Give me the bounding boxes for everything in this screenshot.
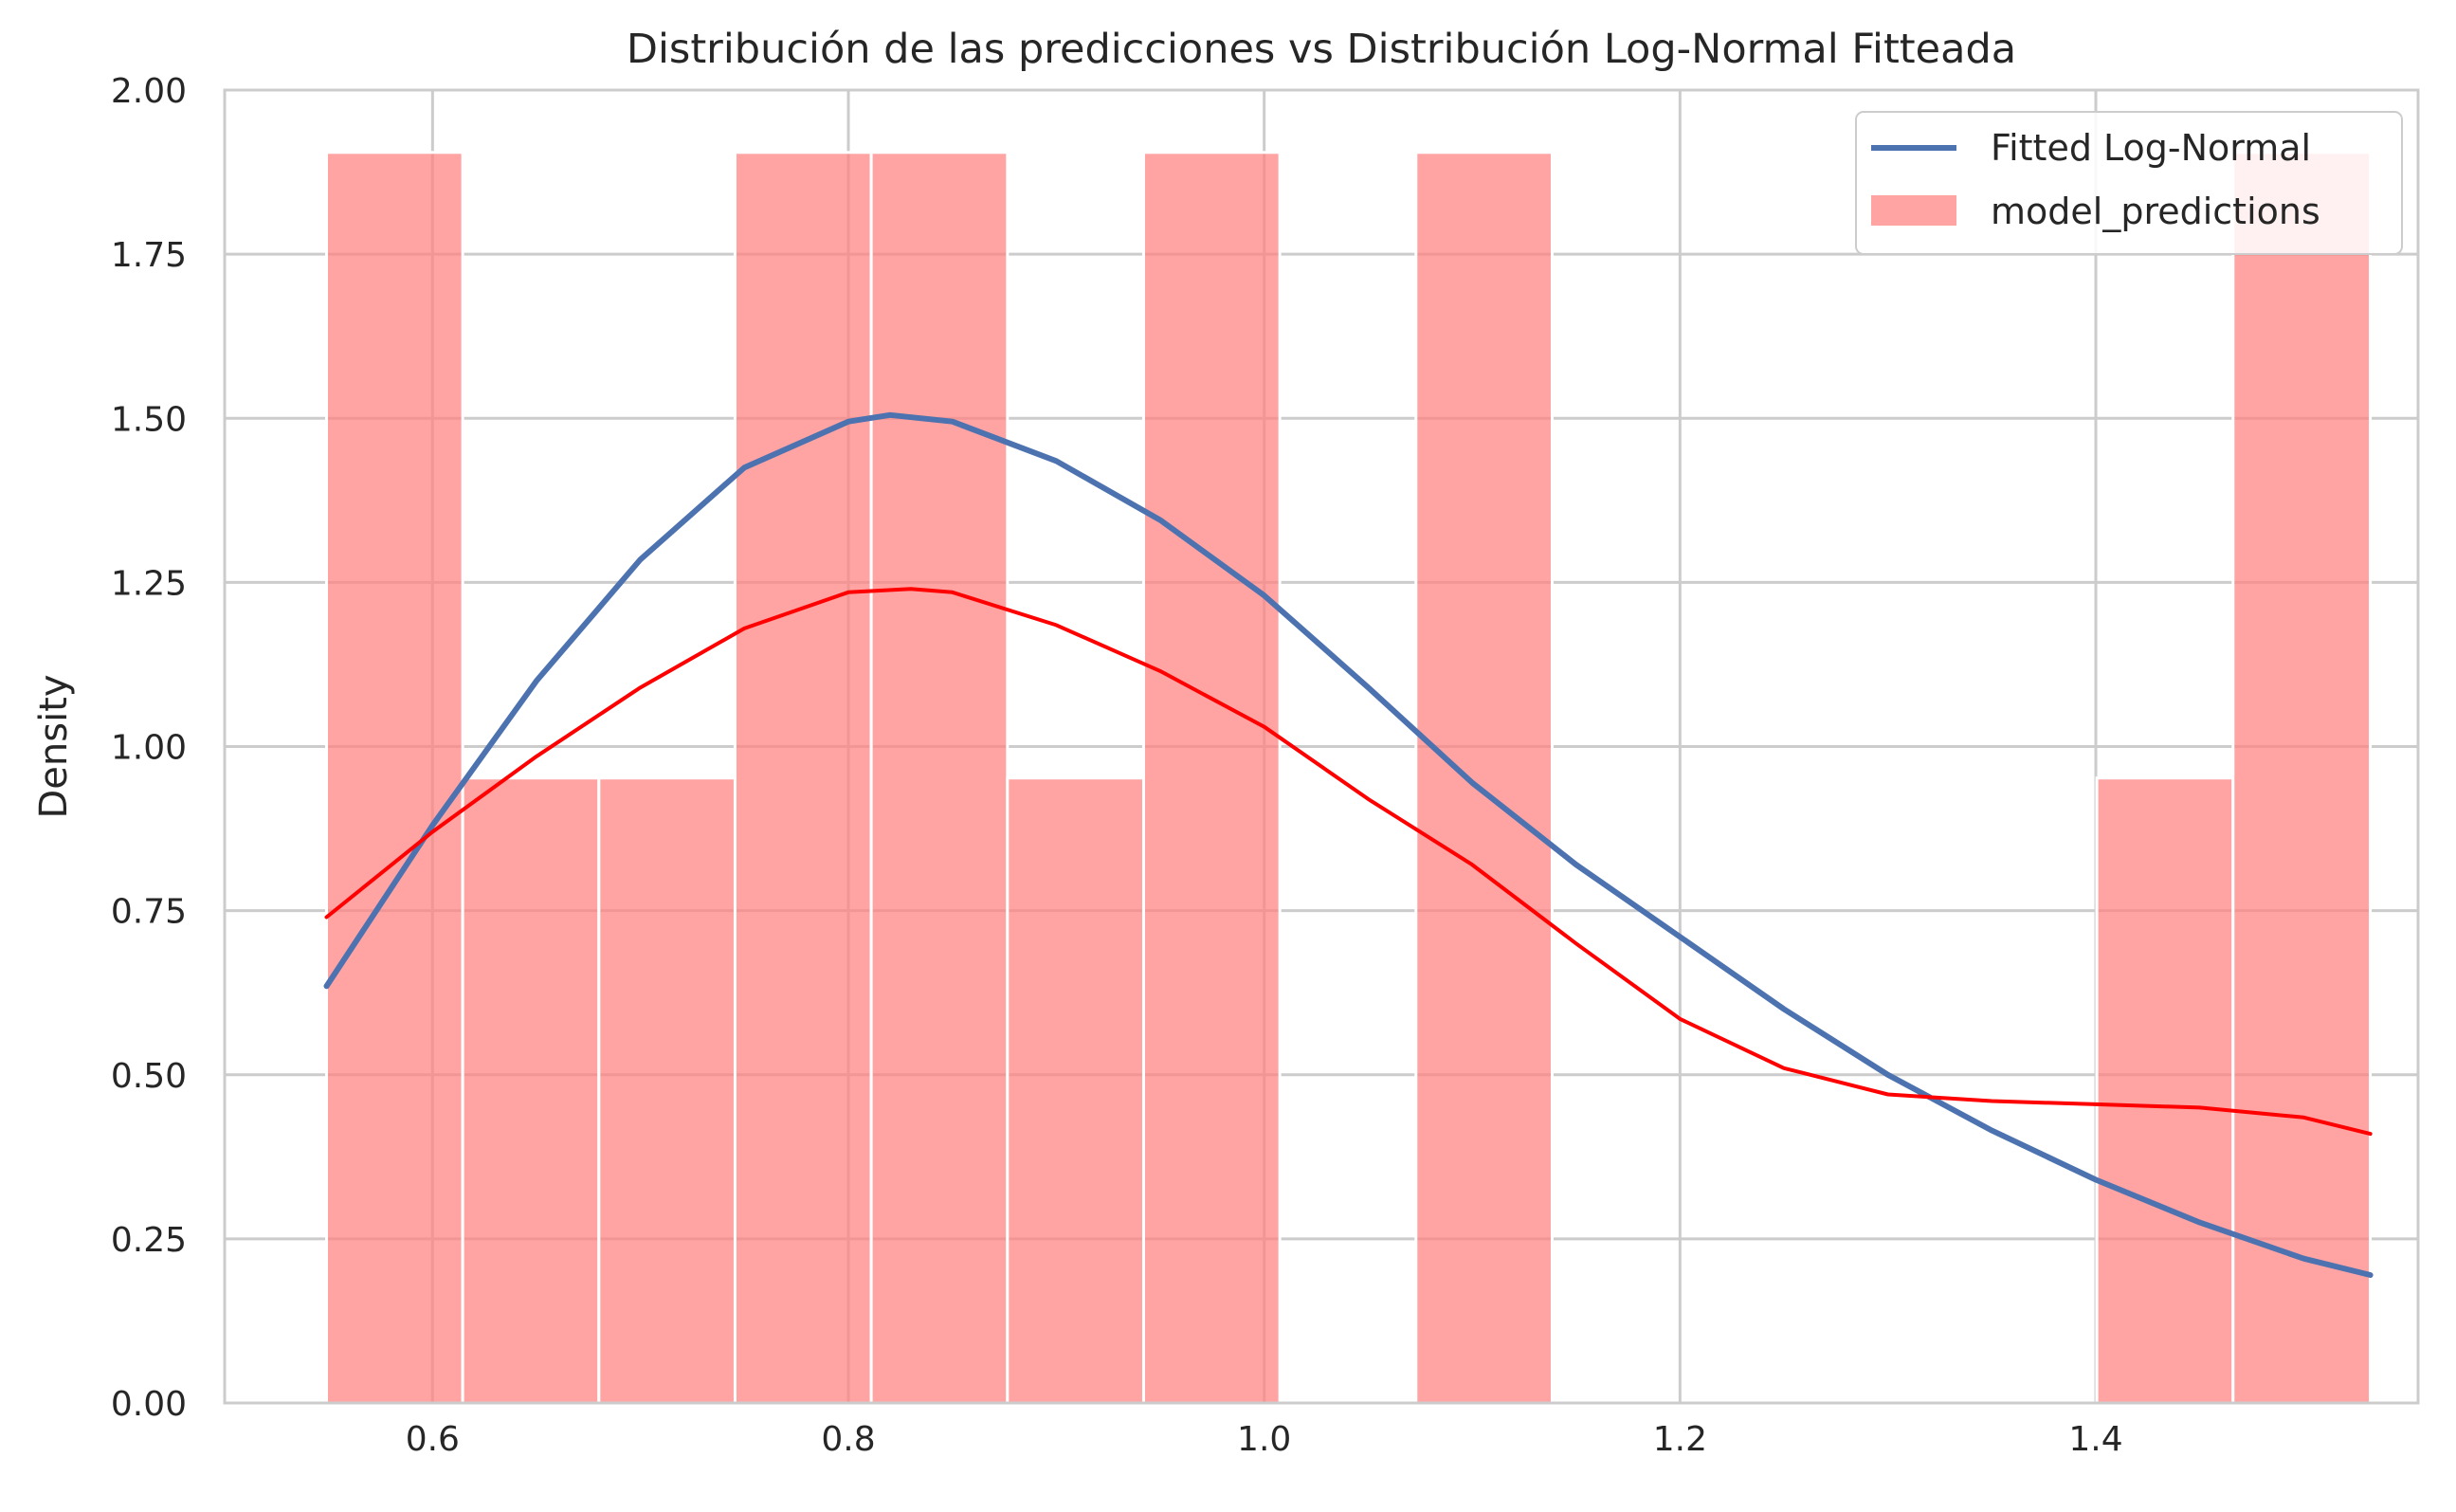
y-tick-label: 1.25 (111, 564, 187, 603)
plot-frame (223, 88, 2420, 1405)
series-lines (323, 411, 2374, 1278)
histogram-bar (324, 151, 464, 1405)
fitted-lognormal-line (323, 411, 2374, 1278)
x-tick-label: 0.6 (406, 1420, 460, 1459)
tick-labels: 0.6 0.8 1.0 1.2 1.4 0.00 0.25 0.50 0.75 1.00 1.25 1… (111, 72, 2123, 1459)
histogram-bar (1414, 151, 1554, 1405)
legend-label-fitted: Fitted Log-Normal (1991, 127, 2311, 169)
y-tick-label: 1.50 (111, 400, 187, 439)
y-tick-label: 2.00 (111, 72, 187, 111)
y-tick-label: 0.25 (111, 1221, 187, 1260)
histogram-bar (733, 151, 873, 1405)
x-tick-label: 1.2 (1653, 1420, 1707, 1459)
kde-line (324, 587, 2373, 1137)
legend: Fitted Log-Normal model_predictions (1855, 111, 2403, 255)
y-tick-label: 1.00 (111, 729, 187, 768)
histogram-bar (1006, 776, 1145, 1405)
histogram-bar (869, 151, 1010, 1405)
x-tick-label: 0.8 (821, 1420, 875, 1459)
histogram-bar (461, 776, 601, 1405)
y-tick-label: 0.00 (111, 1385, 187, 1424)
histogram-bar (2095, 776, 2235, 1405)
y-axis-label: Density (32, 674, 76, 818)
histogram-bars (324, 151, 2373, 1405)
histogram-bar (1141, 151, 1282, 1405)
chart-title: Distribución de las predicciones vs Dist… (627, 26, 2016, 73)
histogram-bar (2231, 151, 2373, 1405)
legend-bar-swatch (1871, 195, 1956, 226)
legend-label-predictions: model_predictions (1991, 191, 2320, 232)
y-tick-label: 0.50 (111, 1057, 187, 1096)
y-tick-label: 1.75 (111, 236, 187, 275)
y-tick-label: 0.75 (111, 893, 187, 932)
histogram-bar (597, 776, 737, 1405)
legend-box (1855, 111, 2403, 255)
x-tick-label: 1.0 (1237, 1420, 1291, 1459)
x-tick-label: 1.4 (2068, 1420, 2122, 1459)
